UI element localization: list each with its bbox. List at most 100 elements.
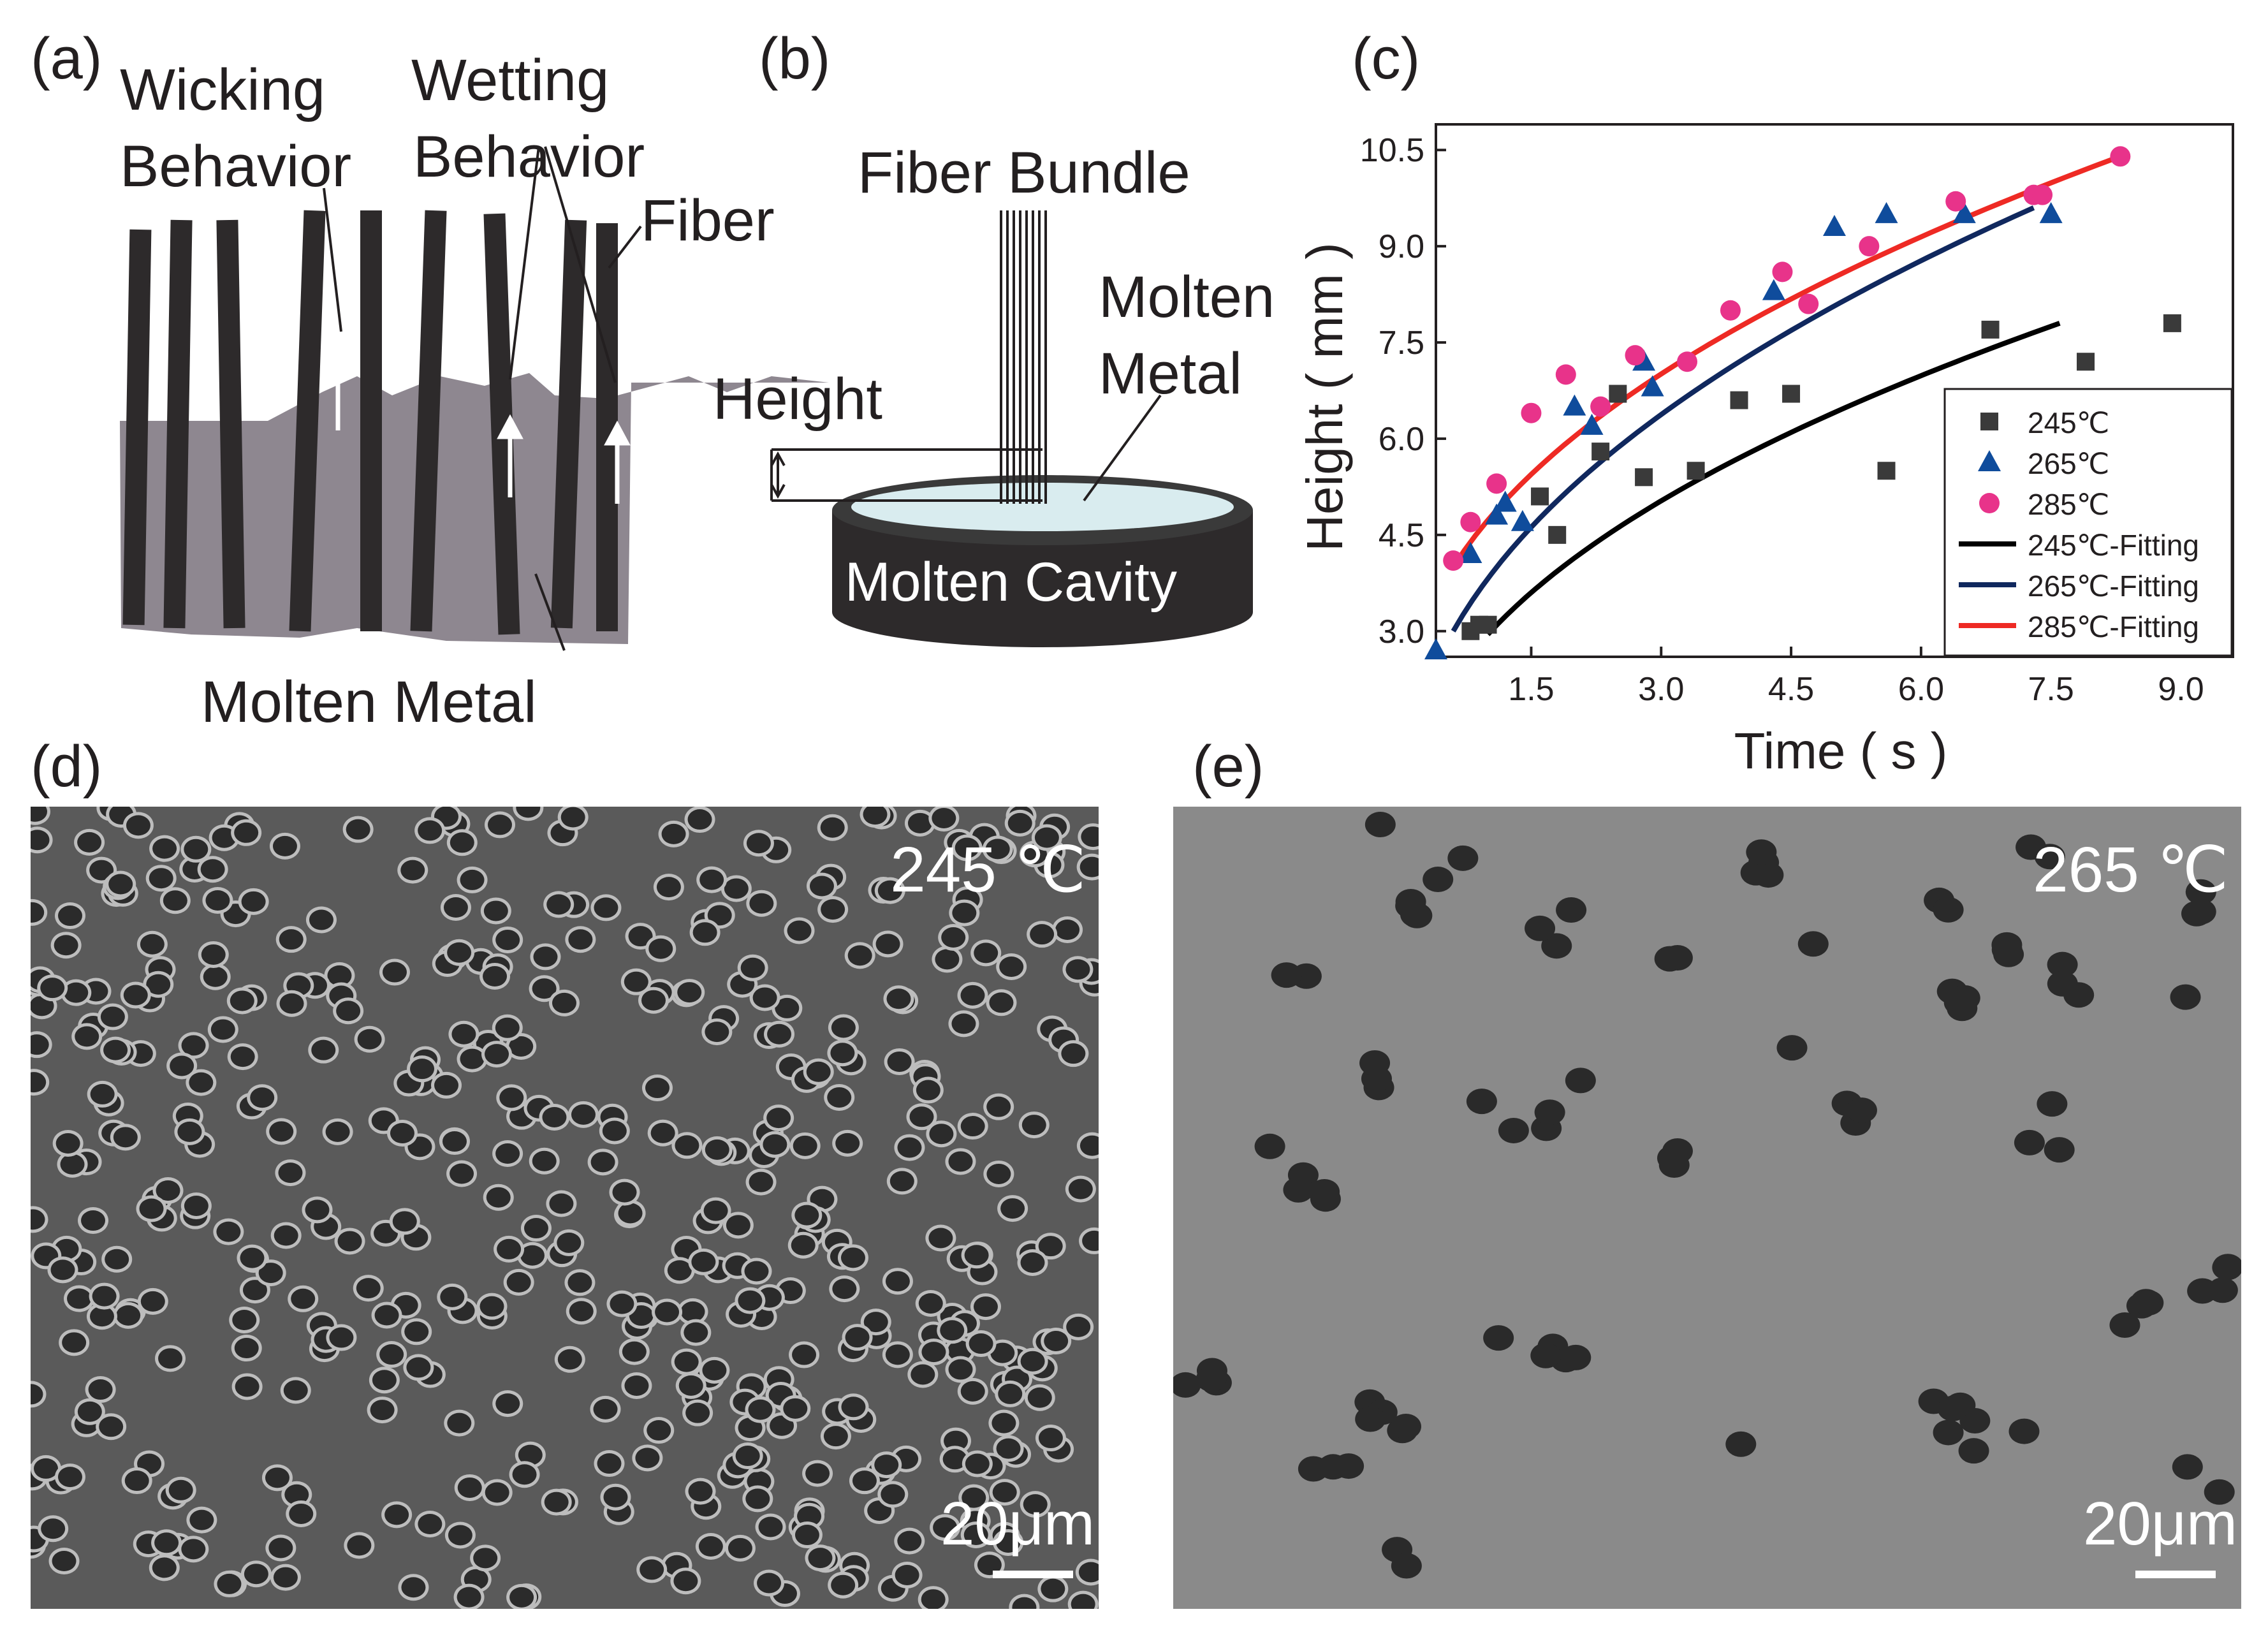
fiber-cross-section [202, 886, 233, 914]
y-tick-label: 6.0 [1379, 421, 1424, 458]
fiber-cross-section [741, 1257, 772, 1285]
fiber-cross-section [431, 1071, 462, 1099]
fiber-cross-section [89, 1282, 120, 1310]
fiber-cross-section [376, 1341, 407, 1368]
fiber-cross-section [1017, 1347, 1048, 1375]
fiber-cross-section [280, 1377, 311, 1404]
fiber-cross-section [842, 1324, 873, 1351]
fiber-cross-section [677, 1298, 708, 1325]
fiber-cross-section [945, 1356, 976, 1383]
fiber [550, 219, 587, 629]
fit-line-265℃-Fitting [1451, 205, 2035, 633]
fiber-cross-section [1004, 809, 1035, 837]
height-label: Height [713, 367, 882, 432]
fiber-cross-section [367, 1397, 398, 1424]
fiber-cross-section [1052, 916, 1083, 944]
data-point [1798, 293, 1819, 314]
cavity-body [832, 510, 1253, 647]
fiber-cross-section [1534, 1099, 1565, 1125]
data-point [2032, 184, 2053, 205]
fiber-cross-section [57, 1150, 88, 1178]
fiber-cross-section [269, 832, 300, 860]
fiber-cross-section [2044, 1137, 2075, 1163]
fiber-cross-section [949, 899, 980, 927]
fiber-cross-section [754, 1569, 785, 1597]
fiber-cross-section [997, 1195, 1028, 1222]
fiber-cross-section [961, 1242, 992, 1269]
fiber-cross-section [31, 807, 50, 825]
fiber-cross-section [286, 1500, 317, 1527]
fiber-cross-section [837, 1244, 868, 1272]
fiber-cross-section [684, 807, 715, 833]
fiber-cross-section [149, 835, 180, 862]
data-point [1720, 300, 1741, 321]
fiber-cross-section [872, 930, 904, 958]
y-axis-label: Height ( mm ) [1296, 242, 1353, 552]
fiber-cross-section [548, 989, 580, 1016]
fiber-cross-section [1173, 1372, 1201, 1398]
fiber-bundle-label: Fiber Bundle [858, 140, 1190, 205]
fiber-cross-section [696, 866, 728, 893]
fiber-cross-section [414, 817, 446, 844]
fiber-cross-section [1076, 1132, 1099, 1159]
fiber-cross-section [918, 1338, 949, 1366]
fiber-cross-section [31, 898, 48, 926]
fiber-cross-section [755, 1513, 786, 1541]
fiber-cross-section [1009, 1594, 1040, 1609]
height-indicator [770, 394, 1162, 502]
fiber-cross-section [1035, 1425, 1066, 1452]
fiber-cross-section [240, 1560, 272, 1588]
fiber-cross-section [1065, 1175, 1096, 1203]
fiber-cross-section [948, 1010, 979, 1037]
x-tick-label: 3.0 [1638, 671, 1684, 708]
fiber-cross-section [85, 1376, 116, 1404]
fiber-cross-section [824, 1083, 855, 1111]
fiber-cross-section [1017, 1249, 1048, 1276]
fiber-cross-section [749, 984, 780, 1011]
fiber-cross-section [446, 829, 478, 856]
fiber-cross-section [444, 939, 475, 966]
fiber-cross-section [155, 1345, 186, 1372]
fiber-cross-section [658, 820, 689, 847]
fiber-cross-section [237, 1244, 268, 1272]
fiber-cross-section [2185, 879, 2216, 905]
fiber-cross-section [496, 1084, 527, 1111]
fiber-cross-section [326, 1324, 357, 1351]
fiber-cross-section [671, 1132, 703, 1159]
data-point [1641, 375, 1664, 397]
data-point [1677, 351, 1698, 372]
fiber-cross-section [1283, 1177, 1314, 1203]
fiber-cross-section [1525, 915, 1556, 941]
arrowhead [325, 353, 351, 379]
fiber-cross-section [957, 1113, 988, 1140]
fiber-cross-section [1498, 1117, 1529, 1143]
fiber-cross-section [226, 987, 258, 1015]
data-point [1563, 394, 1586, 416]
fiber-cross-section [231, 1335, 262, 1362]
fiber-cross-section [993, 1435, 1024, 1462]
fiber-cross-section [1271, 962, 1302, 988]
fiber-cross-section [664, 1257, 695, 1284]
fiber-cross-section [724, 1534, 756, 1562]
fiber-cross-section [557, 807, 589, 831]
fiber-cross-section [389, 1208, 420, 1235]
fiber-cross-section [759, 1131, 791, 1158]
data-point [1981, 320, 2000, 339]
fiber-cross-section [476, 1293, 508, 1320]
fiber-cross-section [937, 1317, 968, 1344]
fiber-cross-section [565, 926, 596, 953]
fiber-cross-section [688, 1248, 719, 1275]
fiber-cross-section [121, 1467, 152, 1495]
fiber-cross-section [494, 1235, 525, 1263]
fiber-cross-section [566, 1298, 597, 1325]
wicking-label-2: Behavior [120, 134, 352, 199]
fiber-cross-section [701, 1018, 733, 1046]
fiber-cross-section [122, 812, 154, 839]
fiber-cross-section [214, 1570, 245, 1597]
data-point [1590, 396, 1611, 417]
fiber-cross-section [398, 1574, 429, 1601]
fiber-cross-section [989, 1479, 1020, 1506]
fiber-cross-section [970, 1293, 1001, 1321]
data-point [1479, 615, 1497, 634]
